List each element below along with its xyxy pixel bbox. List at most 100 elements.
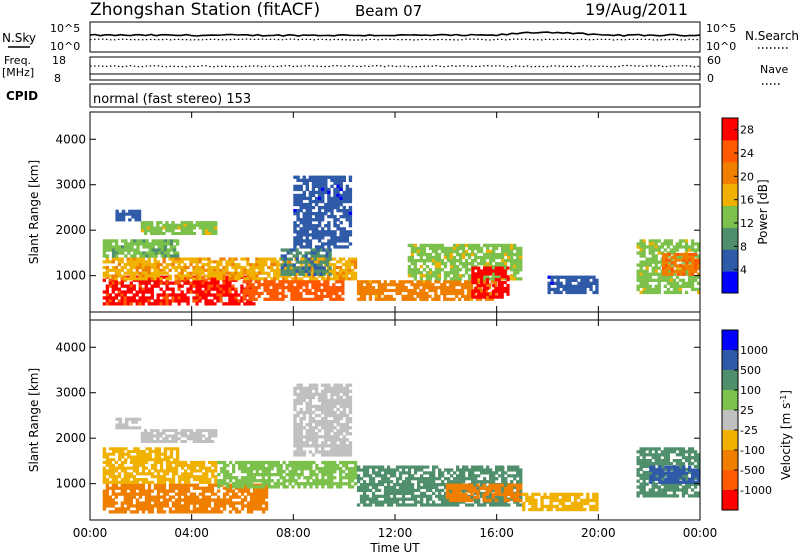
velocity-patch (293, 383, 353, 457)
power-panel: 1000 2000 3000 4000 Slant Range [km] 4 8 12 16… (27, 111, 770, 313)
nsky-tick-top: 10^5 (50, 22, 80, 35)
power-colorbar-segment (722, 205, 738, 228)
nsky-tick-bottom: 10^0 (50, 40, 80, 53)
date-label: 19/Aug/2011 (585, 0, 688, 19)
velocity-colorbar-label: Velocity [m s-1] (779, 390, 794, 480)
power-patch (661, 252, 701, 276)
time-tick-label: 20:00 (581, 526, 616, 540)
velocity-patch (217, 460, 358, 489)
power-colorbar-segment (722, 271, 738, 294)
velocity-ytick-label: 1000 (55, 477, 86, 491)
beam-label: Beam 07 (355, 2, 422, 20)
power-ylabel: Slant Range [km] (27, 160, 41, 264)
velocity-patch (115, 417, 142, 430)
cpid-label: CPID (6, 89, 38, 103)
power-colorbar-tick-label: 24 (740, 147, 754, 160)
freq-panel-frame (89, 56, 701, 81)
velocity-patch (102, 447, 180, 462)
nsearch-tick-top: 10^5 (706, 22, 736, 35)
power-data (102, 175, 701, 306)
time-tick-label: 04:00 (174, 526, 209, 540)
time-tick-label: 00:00 (683, 526, 718, 540)
velocity-patch (636, 447, 701, 498)
power-colorbar-tick-label: 16 (740, 194, 754, 207)
velocity-colorbar-tick-label: 100 (740, 384, 761, 397)
nsky-trace (89, 31, 701, 37)
power-colorbar-segment (722, 183, 738, 206)
velocity-colorbar-segment (722, 490, 738, 511)
power-colorbar-frame (721, 117, 739, 294)
nsearch-label: N.Search (745, 29, 799, 43)
velocity-patch (102, 483, 269, 514)
time-tick-label: 00:00 (73, 526, 108, 540)
nsky-label: N.Sky (2, 31, 36, 45)
velocity-patch (140, 429, 218, 443)
cpid-panel: CPID normal (fast stereo) 153 (6, 83, 701, 108)
velocity-colorbar-segment (722, 370, 738, 391)
nave-tick-top: 60 (707, 54, 721, 67)
cpid-value: normal (fast stereo) 153 (93, 92, 251, 107)
freq-tick-bottom: 8 (54, 72, 61, 85)
power-colorbar-segment (722, 227, 738, 250)
power-colorbar-label: Power [dB] (756, 179, 770, 244)
nave-tick-bottom: 0 (707, 72, 714, 85)
power-ytick-label: 1000 (55, 269, 86, 283)
power-patch (280, 248, 332, 276)
station-title: Zhongshan Station (fitACF) (90, 0, 320, 20)
power-ytick-label: 3000 (55, 178, 86, 192)
velocity-colorbar-tick-label: -500 (740, 464, 765, 477)
velocity-ytick-label: 3000 (55, 386, 86, 400)
power-patch (140, 221, 218, 235)
power-patch (547, 275, 599, 295)
nave-label: Nave (760, 63, 788, 76)
velocity-ylabel: Slant Range [km] (27, 368, 41, 472)
velocity-patch (445, 483, 523, 503)
power-patch (242, 280, 345, 301)
power-patch (471, 266, 510, 299)
time-tick-label: 16:00 (479, 526, 514, 540)
velocity-colorbar-segment (722, 390, 738, 411)
velocity-patch (102, 460, 218, 484)
velocity-colorbar-segment (722, 330, 738, 351)
freq-panel: Freq. [MHz] 18 8 60 0 Nave (2, 54, 788, 85)
power-ytick-label: 4000 (55, 132, 86, 146)
velocity-colorbar-segment (722, 430, 738, 451)
power-colorbar-segment (722, 118, 738, 141)
velocity-colorbar-tick-label: -100 (740, 444, 765, 457)
velocity-ytick-label: 4000 (55, 340, 86, 354)
power-colorbar-tick-label: 4 (740, 264, 747, 277)
velocity-colorbar-segment (722, 350, 738, 371)
power-colorbar-tick-label: 28 (740, 124, 754, 137)
time-tick-label: 12:00 (378, 526, 413, 540)
nsearch-trace (89, 38, 701, 41)
power-colorbar-tick-label: 8 (740, 240, 747, 253)
nsky-panel-frame (89, 21, 701, 53)
freq-tick-top: 18 (52, 54, 66, 67)
velocity-colorbar-segment (722, 470, 738, 491)
time-tick-label: 08:00 (276, 526, 311, 540)
velocity-colorbar-frame (721, 329, 739, 511)
velocity-colorbar-segment (722, 410, 738, 431)
nsearch-tick-bottom: 10^0 (706, 40, 736, 53)
power-patch (115, 209, 142, 222)
power-patch (102, 239, 180, 258)
power-patch (293, 175, 353, 249)
velocity-patch (522, 492, 599, 512)
velocity-colorbar-tick-label: -25 (740, 424, 758, 437)
power-ytick-label: 2000 (55, 223, 86, 237)
cpid-panel-frame (89, 83, 701, 108)
nsky-panel: N.Sky 10^5 10^0 10^5 10^0 N.Search (2, 21, 799, 53)
power-colorbar-segment (722, 249, 738, 272)
power-colorbar: 4 8 12 16 20 24 28 (721, 117, 754, 294)
velocity-patch (649, 465, 701, 484)
velocity-panel: 1000 2000 3000 4000 Slant Range [km] 1000 50… (27, 319, 794, 521)
velocity-colorbar-tick-label: 1000 (740, 344, 768, 357)
velocity-colorbar-tick-label: 25 (740, 404, 754, 417)
velocity-colorbar: 1000 500 100 25 -25 -100 -500 -1000 (721, 329, 772, 511)
xaxis-label: Time UT (369, 541, 420, 554)
velocity-colorbar-tick-label: -1000 (740, 484, 772, 497)
power-colorbar-segment (722, 139, 738, 163)
freq-label: Freq. (4, 54, 31, 67)
nave-trace (89, 64, 701, 68)
